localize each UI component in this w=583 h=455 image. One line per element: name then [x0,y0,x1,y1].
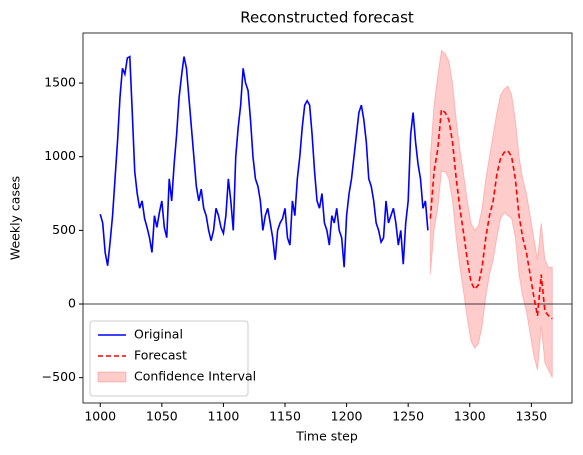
series-line [429,108,553,320]
x-tick-label: 1100 [208,409,240,424]
x-tick-label: 1000 [84,409,116,424]
y-tick-label: 0 [68,296,76,311]
legend-swatch [97,371,127,383]
plot-frame [82,32,573,404]
x-tick-label: 1300 [454,409,486,424]
y-axis-label: Weekly cases [8,176,23,260]
x-tick-label: 1250 [392,409,424,424]
y-tick-label: 1000 [44,148,76,163]
plot [83,49,572,378]
x-tick-label: 1350 [515,409,547,424]
legend-label: Original [134,327,183,342]
y-tick-label: −500 [42,369,76,384]
y-tick-label: 500 [52,222,76,237]
y-tick-label: 1500 [44,75,76,90]
chart-title: Reconstructed forecast [240,9,414,27]
x-tick-label: 1050 [146,409,178,424]
x-tick-label: 1150 [269,409,301,424]
legend-label: Confidence Interval [134,369,256,384]
x-tick-label: 1200 [331,409,363,424]
legend-box [89,320,249,397]
confidence-band [429,49,553,378]
series-line [99,55,429,268]
x-axis-label: Time step [295,429,358,444]
legend: Original Forecast Confidence Interval [89,320,256,397]
legend-label: Forecast [134,348,187,363]
